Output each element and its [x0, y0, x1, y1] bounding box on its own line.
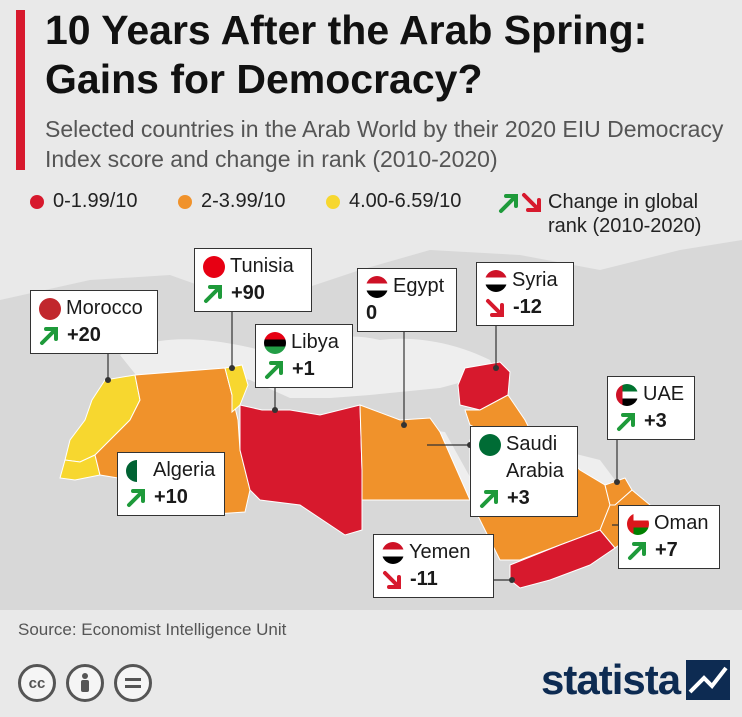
country-name: Morocco — [66, 297, 143, 319]
callout-syria[interactable]: Syria -12 — [476, 262, 574, 326]
callout-algeria[interactable]: Algeria +10 — [117, 452, 225, 516]
up-arrow-icon — [617, 412, 635, 431]
yellow-dot-icon — [326, 194, 340, 209]
syria-flag-icon — [485, 269, 507, 292]
up-arrow-icon — [204, 284, 222, 303]
legend-label: 0-1.99/10 — [53, 190, 138, 212]
source-text: Source: Economist Intelligence Unit — [18, 620, 287, 639]
rank-change: +90 — [231, 282, 265, 304]
legend-label: 4.00-6.59/10 — [349, 190, 462, 212]
page-title: 10 Years After the Arab Spring: Gains fo… — [45, 7, 648, 102]
country-libya[interactable] — [239, 404, 363, 536]
callout-uae[interactable]: UAE +3 — [607, 376, 695, 440]
title-accent-bar — [16, 10, 25, 170]
tunisia-flag-icon — [203, 255, 225, 278]
leader-lines — [107, 305, 630, 581]
cc-icon[interactable]: cc — [18, 664, 56, 702]
legend-change-label-2: rank (2010-2020) — [548, 215, 702, 237]
country-name: Egypt — [393, 275, 445, 297]
license-icons: cc — [18, 664, 162, 702]
country-name: Saudi Arabia — [506, 433, 564, 482]
callout-libya[interactable]: Libya +1 — [255, 324, 353, 388]
rank-change: +10 — [154, 486, 188, 508]
saudi-arabia-flag-icon — [479, 434, 501, 456]
country-name: Yemen — [409, 541, 471, 563]
rank-change: +3 — [507, 487, 530, 509]
rank-change: 0 — [366, 302, 378, 324]
red-dot-icon — [30, 194, 44, 209]
up-arrow-icon — [40, 326, 58, 345]
algeria-flag-icon — [126, 459, 148, 482]
country-name: Syria — [512, 269, 558, 291]
country-egypt[interactable] — [359, 404, 471, 501]
uae-flag-icon — [616, 383, 638, 406]
rank-change: +3 — [644, 410, 667, 432]
legend-change-label-1: Change in global — [548, 191, 699, 213]
libya-flag-icon — [264, 331, 286, 354]
callout-saudi-arabia[interactable]: Saudi Arabia +3 — [470, 426, 578, 517]
egypt-flag-icon — [366, 275, 388, 298]
rank-change: -12 — [513, 296, 542, 318]
person-icon[interactable] — [66, 664, 104, 702]
up-arrow-icon — [480, 489, 498, 508]
equal-icon[interactable] — [114, 664, 152, 702]
page-subtitle: Selected countries in the Arab World by … — [45, 116, 724, 172]
leader-dots — [105, 365, 633, 583]
legend-label: 2-3.99/10 — [201, 190, 286, 212]
up-arrow-icon — [127, 488, 145, 507]
country-name: UAE — [643, 383, 685, 405]
country-name: Oman — [654, 512, 709, 534]
region-map — [0, 240, 742, 610]
up-arrow-icon — [628, 541, 646, 560]
statista-logo-icon — [686, 660, 731, 700]
oman-flag-icon — [627, 512, 649, 535]
rank-change: +20 — [67, 324, 101, 346]
up-arrow-icon — [265, 360, 283, 379]
rank-change: +7 — [655, 539, 678, 561]
legend-item-high: 4.00-6.59/10 — [326, 190, 461, 213]
down-arrow-icon — [383, 570, 401, 589]
callout-morocco[interactable]: Morocco +20 — [30, 290, 158, 354]
down-arrow-icon — [486, 298, 504, 317]
logo-text: statista — [541, 656, 681, 703]
up-down-arrows-icon — [499, 193, 541, 213]
rank-change: +1 — [292, 358, 315, 380]
callout-oman[interactable]: Oman +7 — [618, 505, 720, 569]
callout-yemen[interactable]: Yemen -11 — [373, 534, 494, 598]
legend-item-low: 0-1.99/10 — [30, 190, 138, 213]
morocco-flag-icon — [39, 297, 61, 320]
orange-dot-icon — [178, 194, 192, 209]
statista-logo[interactable]: statista — [541, 656, 731, 704]
yemen-flag-icon — [382, 541, 404, 564]
legend: 0-1.99/10 2-3.99/10 4.00-6.59/10 Change … — [30, 190, 730, 244]
legend-item-mid: 2-3.99/10 — [178, 190, 286, 213]
rank-change: -11 — [410, 568, 438, 590]
callout-egypt[interactable]: Egypt 0 — [357, 268, 457, 332]
country-name: Algeria — [153, 459, 216, 481]
country-name: Libya — [291, 331, 339, 353]
country-name: Tunisia — [230, 255, 294, 277]
callout-tunisia[interactable]: Tunisia +90 — [194, 248, 312, 312]
